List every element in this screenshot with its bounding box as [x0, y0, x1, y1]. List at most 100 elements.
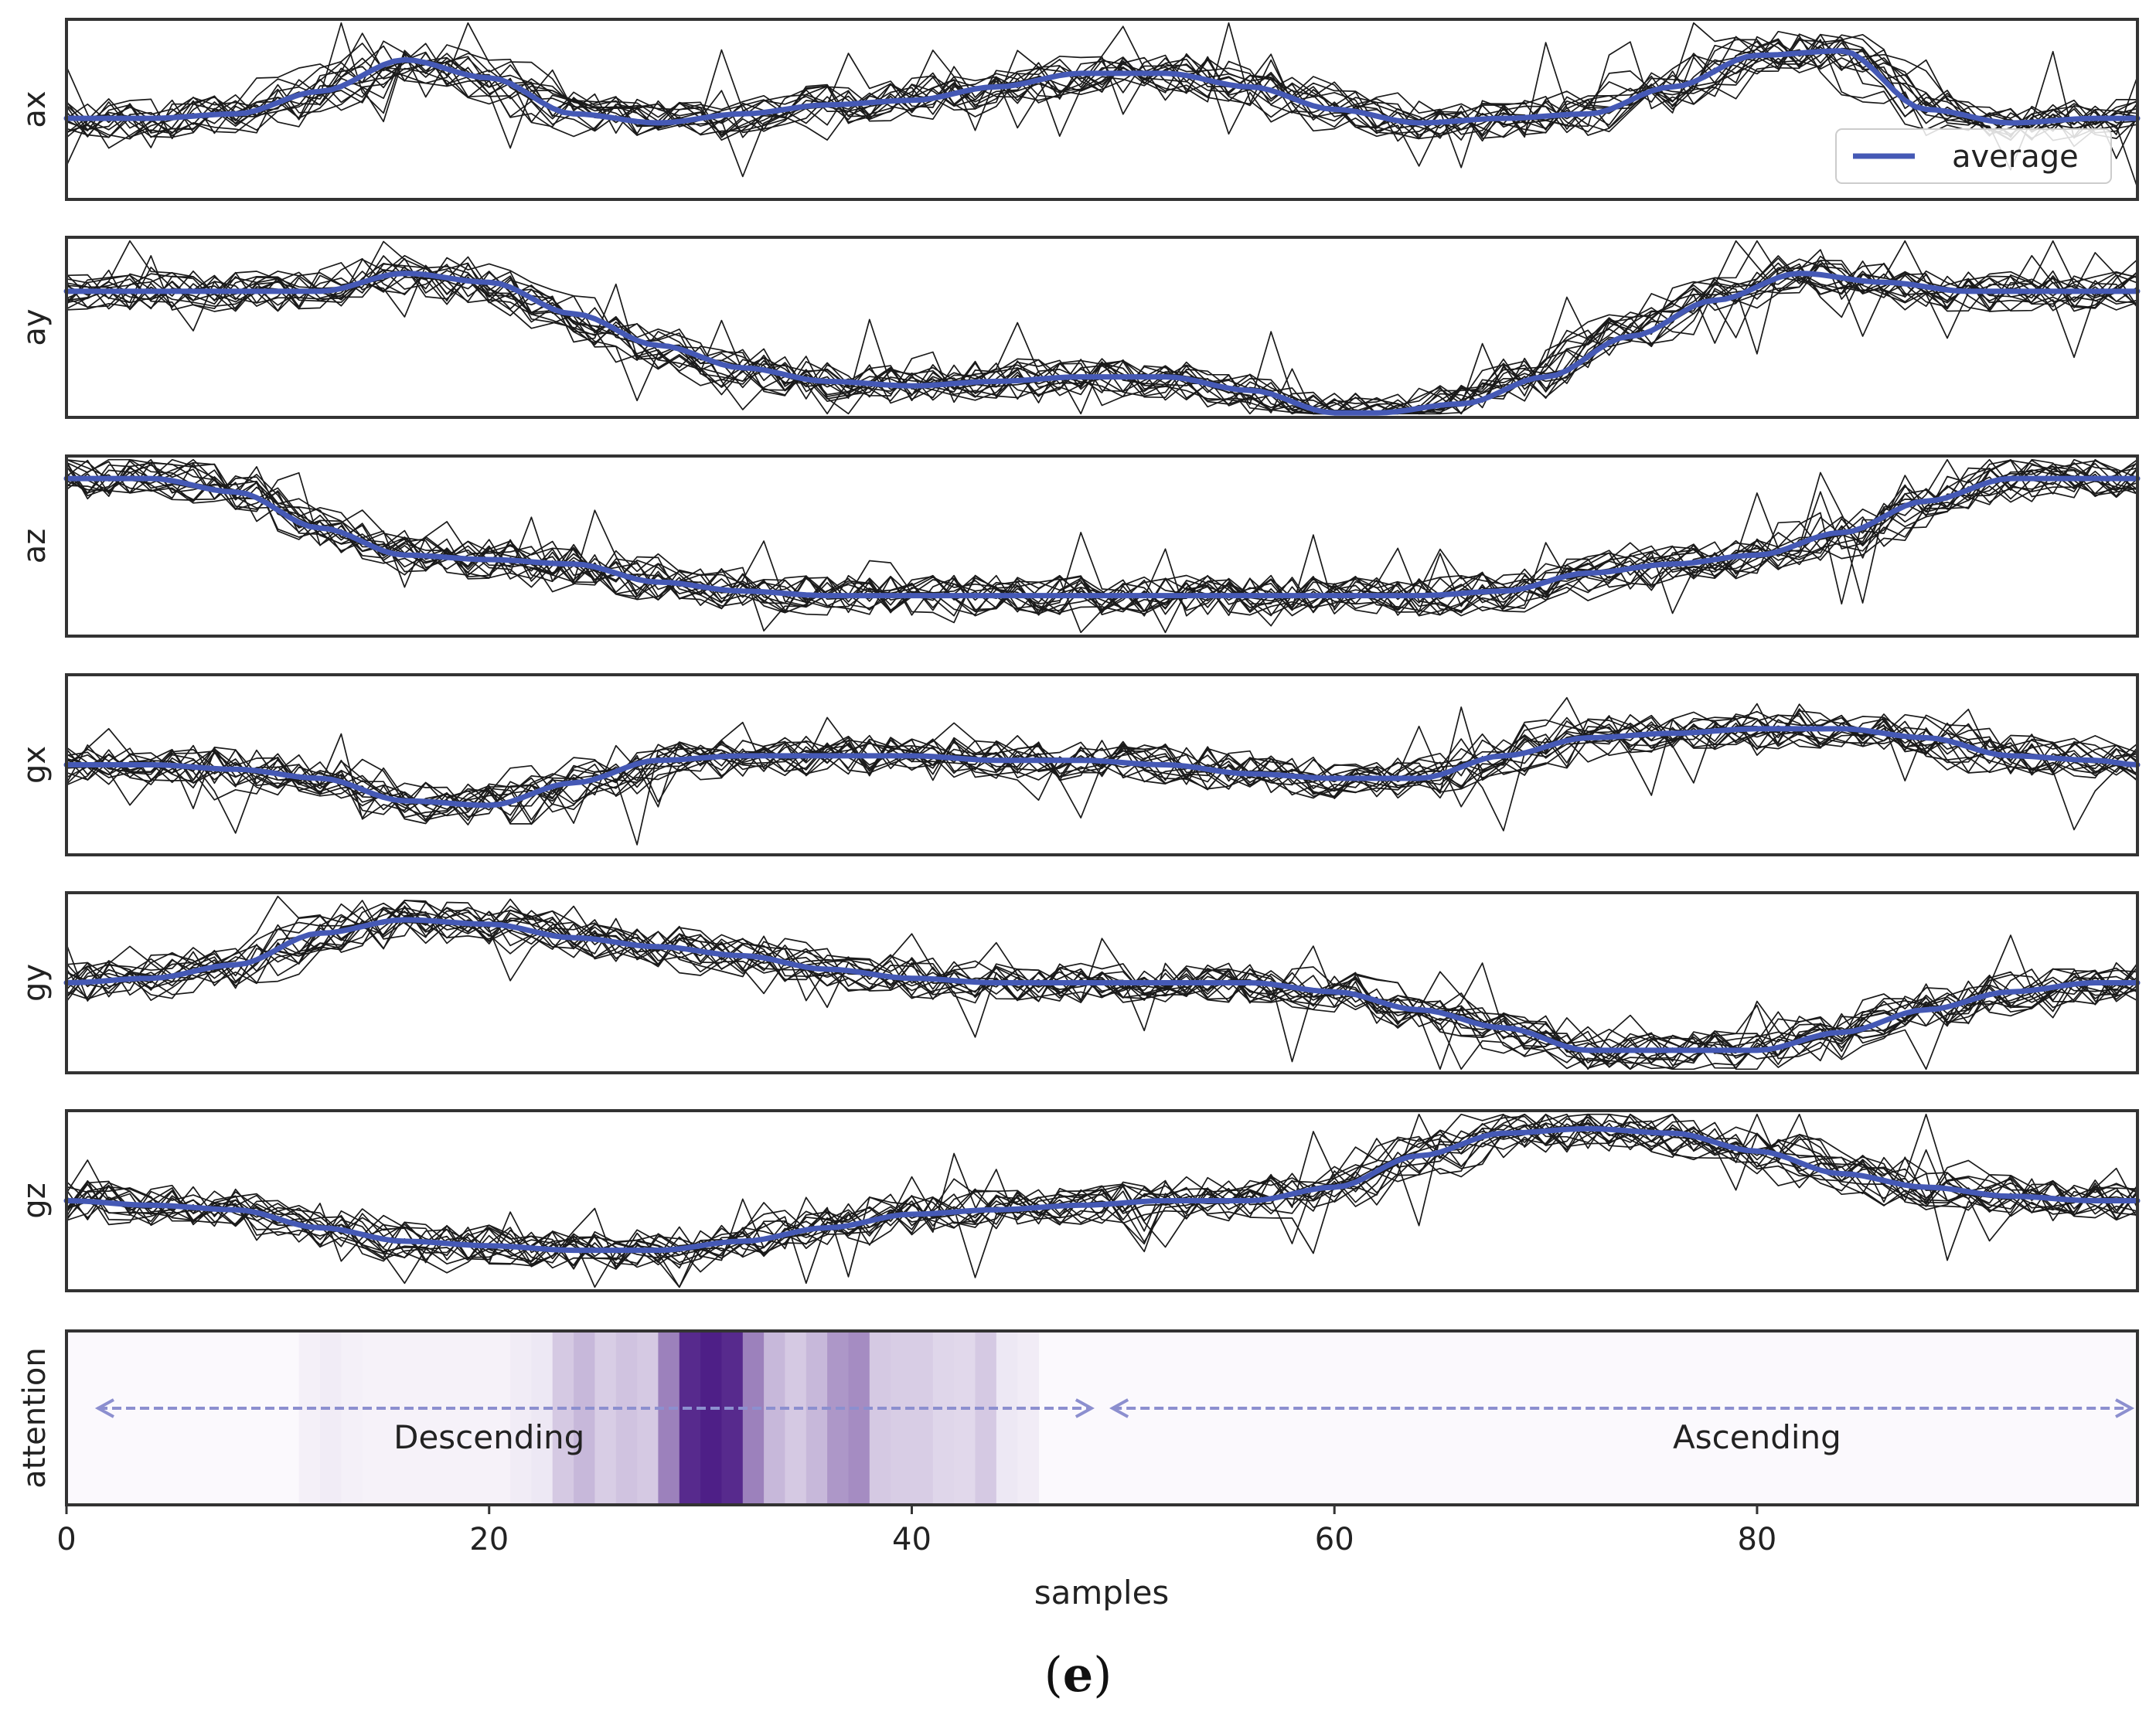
x-tick-label: 0: [56, 1522, 76, 1557]
attention-cell: [911, 1331, 934, 1505]
attention-cell: [785, 1331, 807, 1505]
ay-axes-frame: [65, 236, 2139, 419]
ay-trial-line: [66, 240, 2138, 415]
attention-cell: [721, 1331, 744, 1505]
az-trial-line: [66, 459, 2138, 617]
attention-cell: [827, 1331, 849, 1505]
attention-cell: [552, 1331, 574, 1505]
attention-cell: [574, 1331, 595, 1505]
ay-trial-line: [66, 240, 2138, 415]
panel-az: az: [17, 454, 2141, 638]
gx-average-line: [63, 726, 2141, 808]
descending-annotation: Descending: [94, 1398, 1095, 1456]
attention-axes-frame: [65, 1329, 2139, 1506]
ascending-arrow-head-left: [1109, 1398, 1129, 1418]
gz-trial-line: [66, 1113, 2138, 1285]
attention-cell: [531, 1331, 553, 1505]
attention-cell: [594, 1331, 617, 1505]
descending-label: Descending: [393, 1418, 584, 1456]
gy-trial-line: [66, 900, 2138, 1063]
ax-trial-line: [66, 43, 2138, 167]
attention-cell: [489, 1331, 511, 1505]
attention-cell: [320, 1331, 342, 1505]
caption-open: (: [1044, 1646, 1063, 1703]
attention-cell: [932, 1331, 955, 1505]
gx-trial-line: [66, 716, 2138, 846]
az-trial-line: [66, 458, 2138, 617]
ay-trial-line: [66, 240, 2138, 415]
legend-box: [1835, 128, 2112, 184]
az-axes-frame: [65, 454, 2139, 638]
gx-trial-line: [66, 706, 2138, 810]
attention-ylabel: attention: [17, 1347, 53, 1488]
gz-trial-line: [66, 1118, 2138, 1266]
az-trial-line: [66, 458, 2138, 617]
gz-trial-line: [66, 1113, 2138, 1270]
attention-cell: [510, 1331, 532, 1505]
az-ylabel: az: [17, 529, 53, 564]
caption-close: ): [1093, 1646, 1112, 1703]
ay-trial-line: [66, 252, 2138, 415]
gx-ylabel: gx: [17, 746, 53, 784]
attention-cell: [341, 1331, 363, 1505]
attention-cell: [679, 1331, 701, 1505]
gy-trial-line: [66, 903, 2138, 1070]
x-tick-label: 40: [892, 1522, 932, 1557]
gz-trial-line: [66, 1113, 2138, 1270]
az-trial-line: [66, 458, 2138, 617]
ax-legend: average: [1835, 128, 2112, 184]
ax-trial-line: [66, 22, 2138, 166]
attention-cell: [806, 1331, 828, 1505]
legend-average-label: average: [1952, 139, 2079, 175]
ay-ylabel: ay: [17, 308, 53, 345]
ay-trials: [66, 240, 2138, 415]
attention-cell: [742, 1331, 765, 1505]
az-trial-line: [66, 459, 2138, 614]
gz-trials: [66, 1113, 2138, 1288]
ax-axes-frame: [65, 18, 2139, 201]
gy-trial-line: [66, 910, 2138, 1070]
attention-cell: [298, 1331, 321, 1505]
attention-cell: [848, 1331, 870, 1505]
x-tick-label: 80: [1737, 1522, 1776, 1557]
attention-cell: [975, 1331, 997, 1505]
attention-cell: [404, 1331, 427, 1505]
ascending-label: Ascending: [1673, 1418, 1841, 1456]
caption-letter: e: [1062, 1646, 1094, 1703]
ax-trial-line: [66, 22, 2138, 138]
attention-cells: [298, 1331, 1040, 1505]
attention-cell: [362, 1331, 384, 1505]
attention-cell: [447, 1331, 468, 1505]
attention-cell: [658, 1331, 680, 1505]
ax-trials: [66, 22, 2138, 189]
attention-cell: [891, 1331, 912, 1505]
attention-cell: [764, 1331, 785, 1505]
gx-trial-line: [66, 717, 2138, 822]
ax-trial-line: [66, 49, 2138, 148]
attention-cell: [425, 1331, 448, 1505]
panel-ay: ay: [17, 236, 2141, 419]
gy-trial-line: [66, 901, 2138, 1065]
ax-trial-line: [66, 34, 2138, 138]
gz-trial-line: [66, 1113, 2138, 1270]
gy-average-line: [63, 917, 2141, 1053]
x-tick-label: 20: [469, 1522, 509, 1557]
descending-arrow-head-left: [94, 1398, 114, 1418]
gz-axes-frame: [65, 1109, 2139, 1292]
gz-trial-line: [66, 1114, 2138, 1285]
ax-ylabel: ax: [17, 90, 53, 128]
gy-trial-line: [66, 902, 2138, 1070]
figure-caption: (e): [0, 1646, 2156, 1703]
x-axis: 0 20 40 60 80 samples: [56, 1505, 1776, 1612]
az-average-line: [63, 475, 2141, 599]
gx-axes-frame: [65, 673, 2139, 856]
az-trial-line: [66, 462, 2138, 617]
attention-cell: [700, 1331, 722, 1505]
gx-trial-line: [66, 719, 2138, 819]
attention-cell: [637, 1331, 659, 1505]
gz-trial-line: [66, 1113, 2138, 1268]
ascending-annotation: Ascending: [1109, 1398, 2135, 1456]
ay-average-line: [63, 271, 2141, 416]
